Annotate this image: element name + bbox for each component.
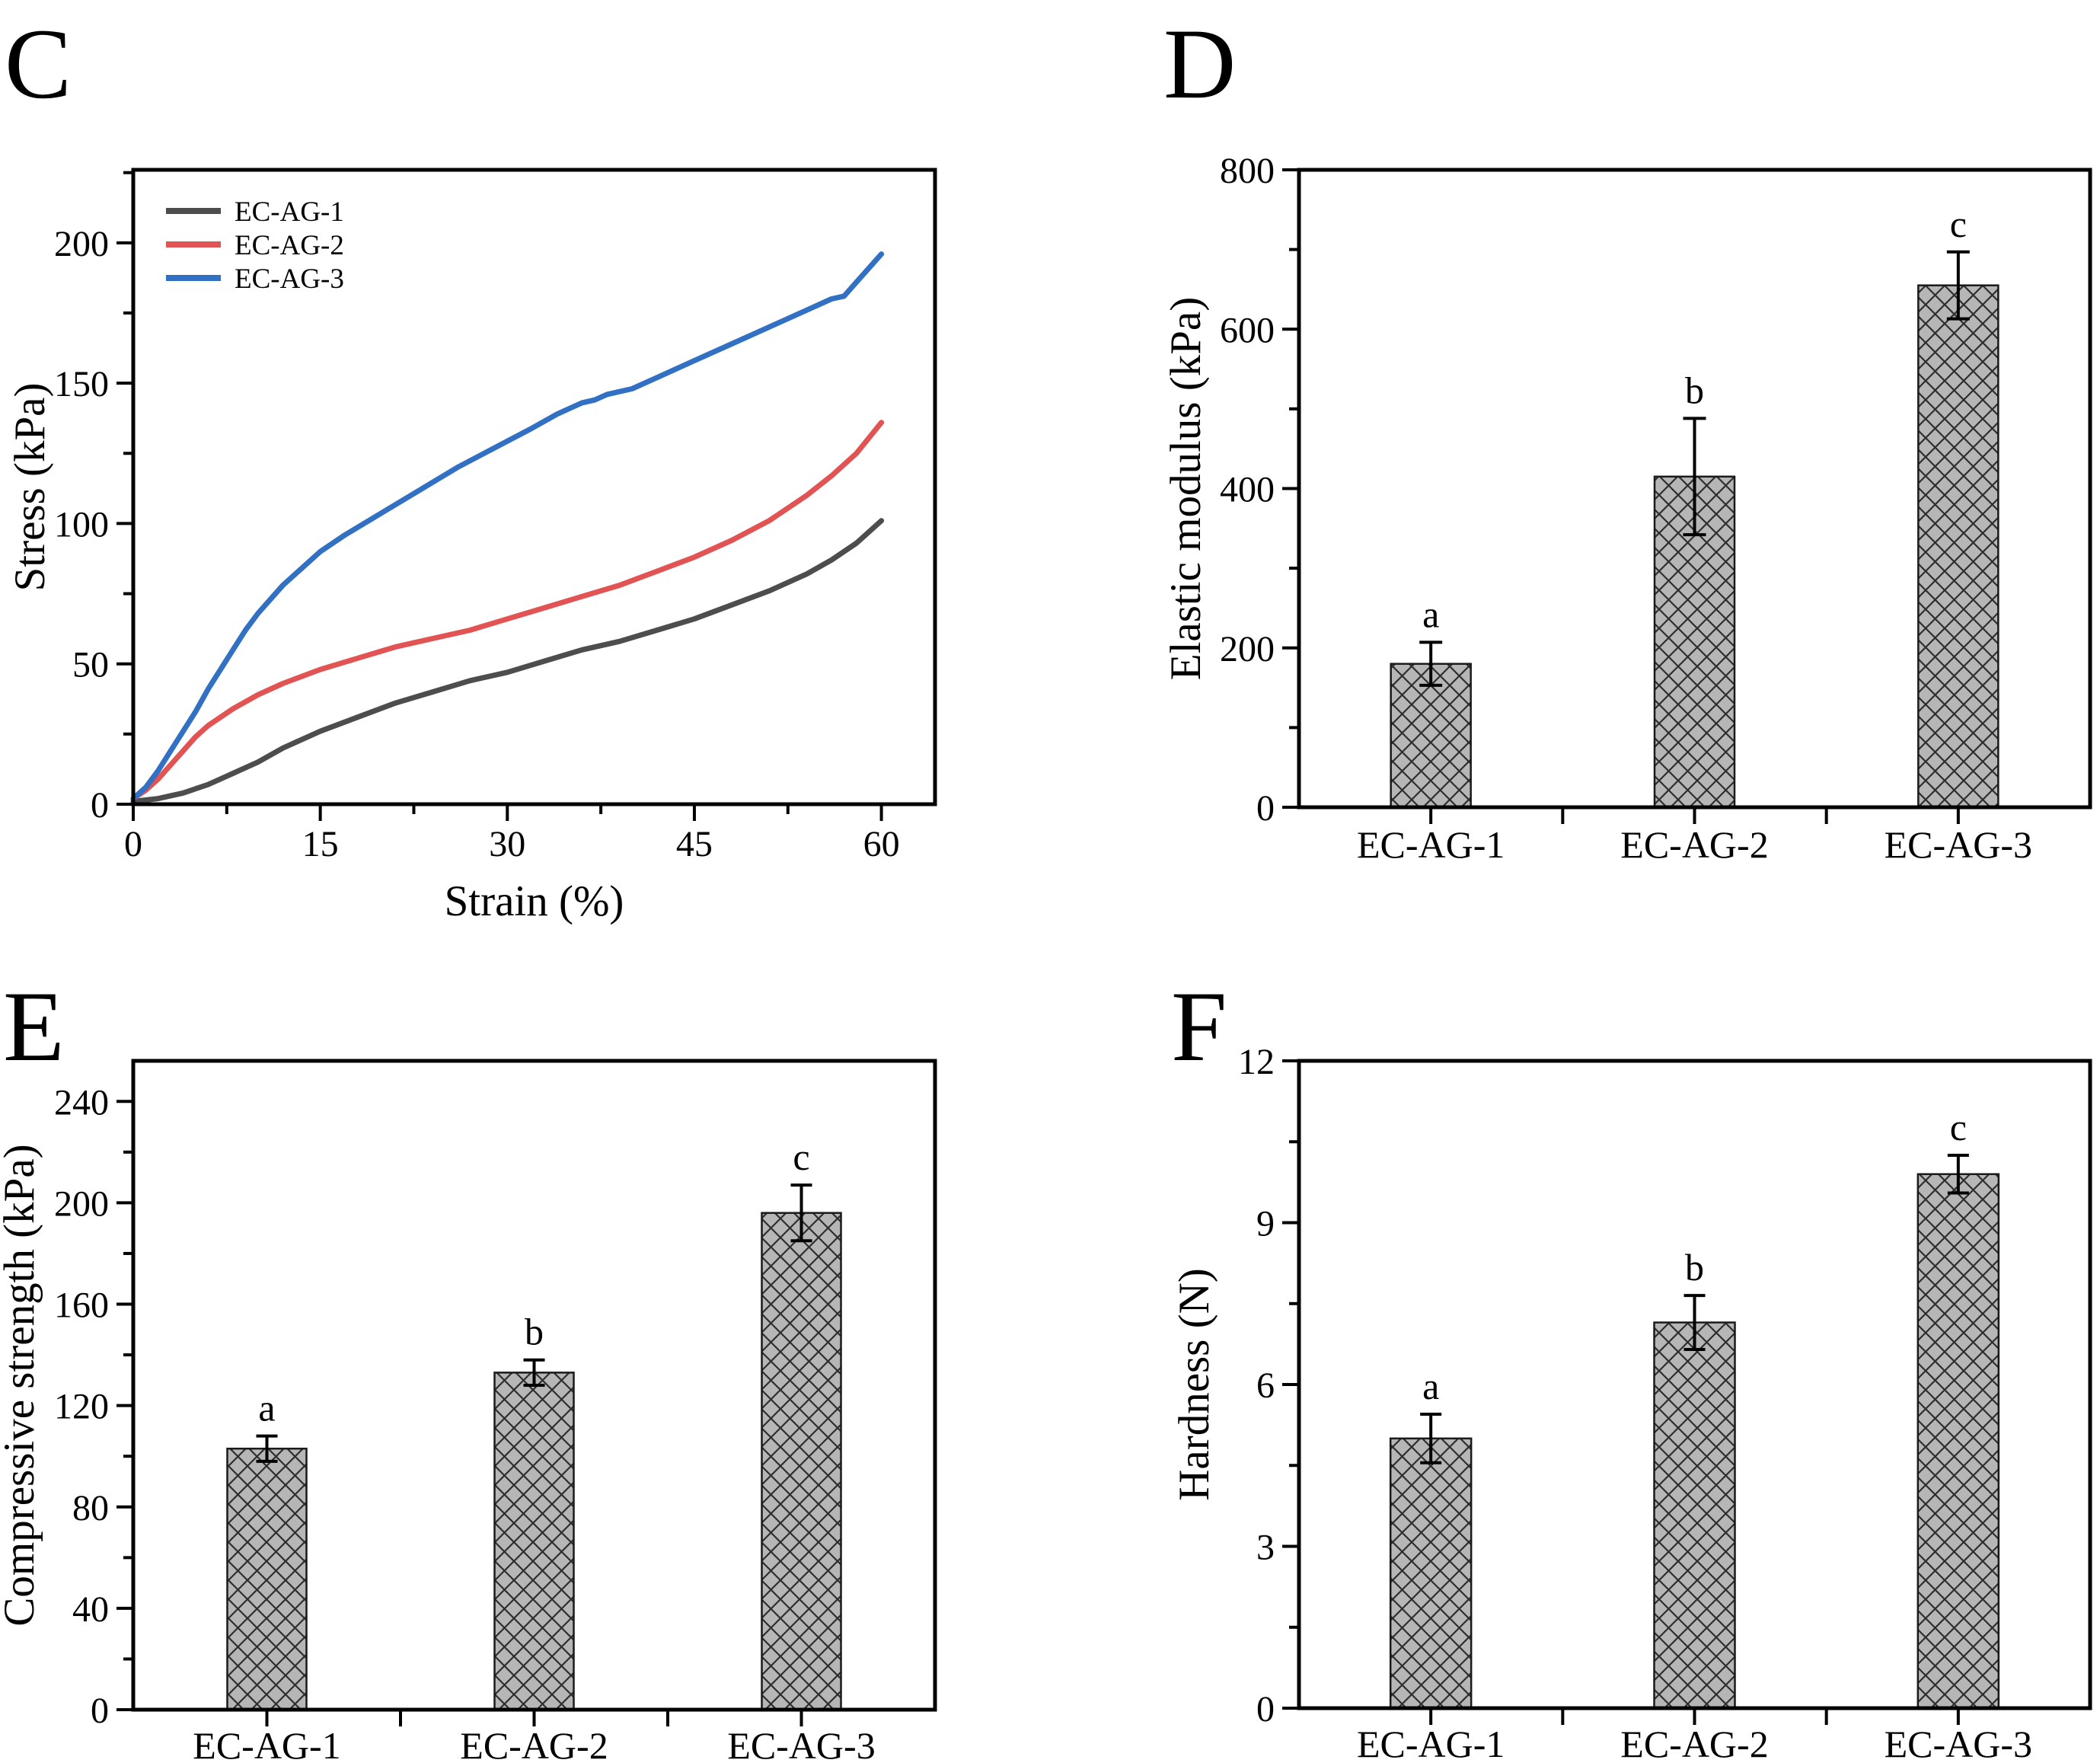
curve-ec-ag-1 xyxy=(130,518,885,804)
sig-letter: c xyxy=(1950,203,1967,245)
x-tick-label: 0 xyxy=(124,824,142,864)
y-tick-label: 200 xyxy=(54,1183,109,1224)
x-tick-label: 15 xyxy=(302,824,339,864)
y-tick-label: 100 xyxy=(54,504,109,545)
plot-frame xyxy=(131,168,937,806)
y-tick-label: 0 xyxy=(91,1691,109,1731)
bar-ec-ag-1 xyxy=(226,1447,308,1711)
y-tick-label: 0 xyxy=(91,785,109,826)
y-axis-title: Stress (kPa) xyxy=(6,383,54,592)
y-tick-label: 240 xyxy=(54,1082,109,1123)
bar-ec-ag-2 xyxy=(493,1372,575,1711)
plot-frame xyxy=(1297,168,2092,810)
sig-letter: c xyxy=(1950,1106,1967,1148)
x-category-label: EC-AG-3 xyxy=(1885,1723,2032,1763)
y-axis-title: Compressive strength (kPa) xyxy=(0,1144,43,1626)
x-tick-label: 45 xyxy=(676,824,713,864)
panel-letter-f: F xyxy=(1171,970,1227,1082)
x-category-label: EC-AG-2 xyxy=(1620,1723,1768,1763)
y-tick-label: 400 xyxy=(1220,470,1275,510)
x-category-label: EC-AG-3 xyxy=(727,1724,875,1763)
y-tick-label: 150 xyxy=(54,364,109,404)
y-axis-title: Elastic modulus (kPa) xyxy=(1162,297,1210,680)
y-tick-label: 3 xyxy=(1256,1528,1275,1568)
y-tick-label: 6 xyxy=(1256,1365,1275,1406)
x-category-label: EC-AG-1 xyxy=(193,1724,340,1763)
sig-letter: a xyxy=(1422,592,1439,635)
y-tick-label: 200 xyxy=(1220,629,1275,669)
y-tick-label: 200 xyxy=(54,224,109,264)
y-axis-title: Hardness (N) xyxy=(1170,1268,1218,1500)
bar-ec-ag-3 xyxy=(1916,1173,2000,1710)
x-axis-title: Strain (%) xyxy=(445,877,624,925)
y-tick-label: 0 xyxy=(1256,1689,1275,1729)
y-tick-label: 800 xyxy=(1220,151,1275,191)
compressive-strength-bar-chart: 0 40 80 120 160 200 240 a EC-AG-1 b EC-AG-2 c EC-AG-… xyxy=(0,1059,937,1763)
legend-label: EC-AG-3 xyxy=(235,263,344,295)
curve-ec-ag-3 xyxy=(130,251,885,802)
x-tick-label: 30 xyxy=(489,824,525,864)
stress-strain-line-chart: 0 50 100 150 200 0 15 30 45 60 EC-AG-1EC-AG-2EC-AG… xyxy=(6,168,937,925)
y-tick-label: 40 xyxy=(72,1589,109,1630)
y-tick-label: 12 xyxy=(1238,1042,1275,1082)
bar-ec-ag-1 xyxy=(1389,1437,1473,1710)
panel-letter-e: E xyxy=(3,970,65,1082)
x-category-label: EC-AG-2 xyxy=(1620,823,1768,866)
curve-ec-ag-2 xyxy=(130,420,885,802)
y-tick-label: 600 xyxy=(1220,310,1275,350)
sig-letter: b xyxy=(525,1311,544,1353)
plot-frame xyxy=(1297,1059,2092,1710)
y-tick-label: 80 xyxy=(72,1488,109,1528)
x-category-label: EC-AG-3 xyxy=(1885,823,2032,866)
elastic-modulus-bar-chart: 0 200 400 600 800 a EC-AG-1 b EC-AG-2 c EC-AG-3 Ela… xyxy=(1162,151,2092,866)
bar-ec-ag-1 xyxy=(1390,663,1472,809)
y-tick-label: 160 xyxy=(54,1286,109,1326)
sig-letter: b xyxy=(1685,1246,1704,1289)
legend-label: EC-AG-2 xyxy=(235,230,344,261)
x-category-label: EC-AG-2 xyxy=(460,1724,608,1763)
y-tick-label: 50 xyxy=(72,645,109,685)
panel-letter-c: C xyxy=(5,8,72,120)
x-category-label: EC-AG-1 xyxy=(1357,823,1505,866)
y-tick-label: 9 xyxy=(1256,1204,1275,1244)
sig-letter: b xyxy=(1685,369,1704,411)
plot-frame xyxy=(131,1059,937,1712)
panel-letter-d: D xyxy=(1163,8,1237,120)
sig-letter: a xyxy=(258,1387,275,1429)
y-tick-label: 0 xyxy=(1256,788,1275,829)
bar-ec-ag-3 xyxy=(1917,284,1999,809)
sig-letter: a xyxy=(1422,1365,1439,1407)
hardness-bar-chart: 0 3 6 9 12 a EC-AG-1 b EC-AG-2 c EC-AG-3 Hardness (… xyxy=(1170,1042,2092,1763)
x-category-label: EC-AG-1 xyxy=(1357,1723,1505,1763)
bar-ec-ag-3 xyxy=(761,1212,842,1711)
sig-letter: c xyxy=(793,1135,809,1178)
x-tick-label: 60 xyxy=(863,824,900,864)
y-tick-label: 120 xyxy=(54,1387,109,1427)
bar-ec-ag-2 xyxy=(1653,1321,1736,1710)
legend-label: EC-AG-1 xyxy=(235,196,344,228)
